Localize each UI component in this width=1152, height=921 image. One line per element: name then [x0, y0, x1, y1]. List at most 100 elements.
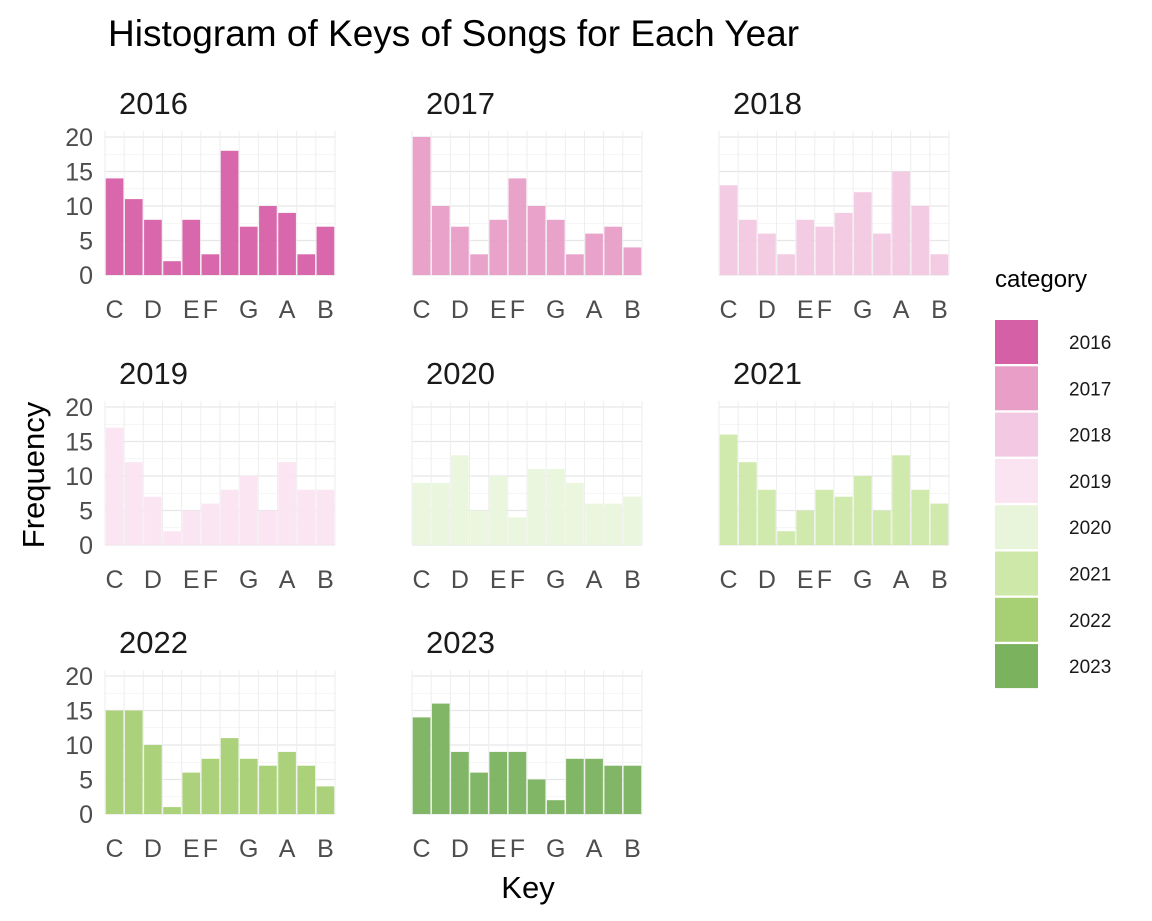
bar-2017-A: [585, 233, 603, 275]
bar-2021-D: [758, 489, 776, 545]
y-axis-label: Frequency: [16, 401, 51, 548]
bar-2017-G: [546, 219, 565, 275]
bar-2022-G#: [259, 765, 277, 814]
x-tick-label-D: D: [144, 835, 162, 863]
bar-2017-F#: [527, 206, 546, 275]
x-tick-label-A: A: [893, 296, 910, 324]
x-tick-label-D: D: [758, 566, 776, 594]
bar-2023-F#: [527, 779, 546, 814]
bar-2016-F#: [220, 150, 239, 275]
x-tick-label-A: A: [279, 296, 296, 324]
legend-key-2023: [995, 644, 1038, 689]
bar-2022-A#: [297, 765, 316, 814]
facet-grid: [718, 131, 950, 276]
x-tick-label-B: B: [317, 566, 334, 594]
x-tick-label-C: C: [413, 835, 431, 863]
bar-2018-A: [892, 171, 910, 275]
bar-2018-D#: [777, 254, 795, 275]
x-tick-label-D: D: [451, 835, 469, 863]
bar-2019-C#: [124, 462, 143, 545]
facet-panel-2018: 2018 C D E F G A B: [718, 86, 950, 324]
bar-2018-G#: [873, 233, 891, 275]
legend-label-2017: 2017: [1069, 379, 1111, 400]
x-tick-label-C: C: [106, 835, 124, 863]
facet-grid: [104, 131, 336, 276]
x-tick-label-G: G: [853, 296, 872, 324]
bar-2017-A#: [604, 226, 623, 275]
x-tick-label-E: E: [797, 566, 814, 594]
bar-2018-A#: [911, 206, 930, 275]
x-tick-label-C: C: [106, 566, 124, 594]
facet-panel-2022: 2022 0 5 10 15 20 C D E F G A B: [65, 625, 336, 863]
y-tick-label: 15: [65, 159, 93, 187]
bar-2019-D: [144, 496, 162, 545]
bar-2021-A#: [911, 489, 930, 545]
bar-2022-C: [105, 710, 124, 814]
facet-panel-2019: 2019 0 5 10 15 20 C D E F G A B: [65, 356, 336, 594]
x-tick-label-B: B: [624, 296, 641, 324]
bar-2020-E: [489, 476, 508, 545]
bar-2023-D#: [470, 772, 488, 814]
bar-2019-C: [105, 427, 124, 545]
bar-2021-G: [853, 476, 872, 545]
legend-title: category: [995, 266, 1087, 293]
x-tick-label-G: G: [546, 296, 565, 324]
x-tick-label-B: B: [624, 835, 641, 863]
y-tick-label: 10: [65, 193, 93, 221]
bar-2016-B: [316, 226, 335, 275]
legend-label-2022: 2022: [1069, 611, 1111, 632]
bar-2019-E: [182, 510, 201, 545]
bar-2020-G#: [566, 482, 584, 545]
facet-grid: [104, 670, 336, 815]
bar-2022-B: [316, 786, 335, 814]
y-tick-label: 15: [65, 429, 93, 457]
bar-2019-F#: [220, 489, 239, 545]
x-tick-label-D: D: [451, 296, 469, 324]
x-tick-label-G: G: [546, 566, 565, 594]
y-tick-label: 5: [79, 498, 93, 526]
bar-2022-E: [182, 772, 201, 814]
x-tick-label-A: A: [586, 835, 603, 863]
y-tick-label: 0: [79, 801, 93, 829]
x-tick-label-G: G: [546, 835, 565, 863]
facet-strip-label: 2016: [119, 86, 188, 121]
bar-2020-D#: [470, 510, 488, 545]
bar-2023-A: [585, 758, 603, 814]
x-axis-label: Key: [501, 870, 555, 905]
bar-2019-A: [278, 462, 296, 545]
x-tick-label-C: C: [413, 296, 431, 324]
facet-grid: [718, 401, 950, 546]
x-tick-label-A: A: [586, 566, 603, 594]
x-tick-label-B: B: [931, 296, 948, 324]
bar-2018-F#: [834, 212, 853, 275]
bar-2016-D#: [163, 261, 181, 275]
legend-label-2018: 2018: [1069, 426, 1111, 447]
x-tick-label-F: F: [203, 835, 218, 863]
facet-grid: [411, 131, 643, 276]
bar-2023-C#: [431, 703, 450, 814]
x-tick-label-E: E: [490, 835, 507, 863]
x-tick-label-G: G: [239, 835, 258, 863]
facet-strip-label: 2021: [733, 356, 802, 391]
bar-2020-G: [546, 469, 565, 545]
bar-2020-D: [451, 455, 469, 545]
legend-key-2018: [995, 412, 1038, 457]
y-tick-label: 10: [65, 732, 93, 760]
bar-2023-D: [451, 751, 469, 814]
x-tick-label-C: C: [720, 566, 738, 594]
bar-2020-A#: [604, 503, 623, 545]
bar-2016-G#: [259, 206, 277, 275]
legend-label-2016: 2016: [1069, 333, 1111, 354]
legend-key-2020: [995, 505, 1038, 550]
bar-2017-C#: [431, 206, 450, 275]
bar-2022-F: [201, 758, 220, 814]
bar-2022-C#: [124, 710, 143, 814]
x-tick-label-B: B: [624, 566, 641, 594]
x-tick-label-G: G: [239, 566, 258, 594]
facet-strip-label: 2018: [733, 86, 802, 121]
bar-2020-C#: [431, 482, 450, 545]
x-tick-label-F: F: [510, 835, 525, 863]
x-tick-label-F: F: [203, 566, 218, 594]
bar-2018-E: [796, 219, 815, 275]
